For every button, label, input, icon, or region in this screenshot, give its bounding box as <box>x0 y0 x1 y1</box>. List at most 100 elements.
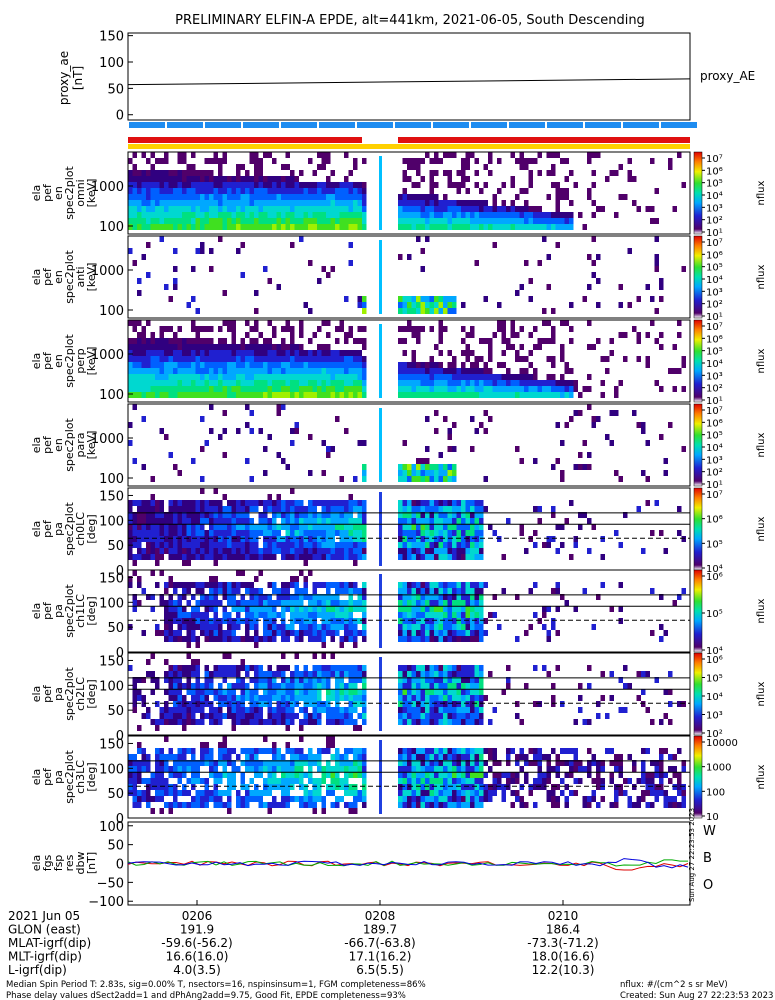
spectrogram-cell <box>488 612 493 618</box>
spectrogram-cell <box>533 326 538 332</box>
spectrogram-cell <box>308 182 313 188</box>
spectrogram-cell <box>438 754 443 760</box>
spectrogram-cell <box>209 618 214 624</box>
spectrogram-cell <box>227 512 232 518</box>
spectrogram-cell <box>344 612 349 618</box>
spectrogram-cell <box>263 392 268 398</box>
spectrogram-cell <box>447 152 452 158</box>
spectrogram-cell <box>128 224 133 230</box>
spectrogram-cell <box>195 338 200 344</box>
spectrogram-cell <box>204 182 209 188</box>
spectrogram-cell <box>470 530 475 536</box>
spectrogram-cell <box>411 224 416 230</box>
spectrogram-cell <box>164 600 169 606</box>
spectrogram-cell <box>362 218 367 224</box>
spectrogram-cell <box>191 606 196 612</box>
spectrogram-cell <box>425 386 430 392</box>
spectrogram-cell <box>677 594 682 600</box>
spectrogram-cell <box>533 542 538 548</box>
spectrogram-cell <box>321 158 326 164</box>
spectrogram-cell <box>411 518 416 524</box>
spectrogram-cell <box>461 212 466 218</box>
spectrogram-cell <box>362 182 367 188</box>
spectrogram-cell <box>461 302 466 308</box>
spectrogram-cell <box>177 386 182 392</box>
spectrogram-cell <box>317 368 322 374</box>
spectrogram-cell <box>258 671 263 677</box>
spectrogram-cell <box>173 766 178 772</box>
spectrogram-cell <box>515 594 520 600</box>
spectrogram-cell <box>438 772 443 778</box>
spectrogram-cell <box>236 500 241 506</box>
spectrogram-cell <box>357 200 362 206</box>
spectrogram-cell <box>204 671 209 677</box>
panel-ylabel-line: ela <box>30 353 43 370</box>
spectrogram-cell <box>362 326 367 332</box>
spectrogram-cell <box>303 760 308 766</box>
spectrogram-cell <box>321 642 326 648</box>
spectrogram-cell <box>263 778 268 784</box>
spectrogram-cell <box>321 152 326 158</box>
spectrogram-cell <box>186 665 191 671</box>
spectrogram-cell <box>483 164 488 170</box>
spectrogram-cell <box>200 618 205 624</box>
spectrogram-cell <box>434 600 439 606</box>
spectrogram-cell <box>456 754 461 760</box>
spectrogram-cell <box>299 748 304 754</box>
spectrogram-cell <box>222 386 227 392</box>
spectrogram-cell <box>402 796 407 802</box>
spectrogram-cell <box>290 170 295 176</box>
spectrogram-cell <box>200 206 205 212</box>
spectrogram-cell <box>470 594 475 600</box>
spectrogram-cell <box>263 344 268 350</box>
spectrogram-cell <box>326 218 331 224</box>
spectrogram-cell <box>456 683 461 689</box>
spectrogram-cell <box>402 554 407 560</box>
spectrogram-cell <box>285 707 290 713</box>
spectrogram-cell <box>510 224 515 230</box>
spectrogram-cell <box>452 582 457 588</box>
spectrogram-cell <box>438 470 443 476</box>
spectrogram-cell <box>159 170 164 176</box>
spectrogram-cell <box>434 500 439 506</box>
spectrogram-cell <box>227 356 232 362</box>
spectrogram-cell <box>326 624 331 630</box>
spectrogram-cell <box>222 380 227 386</box>
spectrogram-cell <box>146 754 151 760</box>
spectrogram-cell <box>330 542 335 548</box>
spectrogram-cell <box>195 612 200 618</box>
spectrogram-cell <box>281 606 286 612</box>
spectrogram-cell <box>186 760 191 766</box>
spectrogram-cell <box>155 554 160 560</box>
spectrogram-cell <box>267 152 272 158</box>
spectrogram-cell <box>204 677 209 683</box>
spectrogram-cell <box>227 748 232 754</box>
spectrogram-cell <box>434 380 439 386</box>
spectrogram-cell <box>483 218 488 224</box>
spectrogram-cell <box>438 630 443 636</box>
spectrogram-cell <box>411 542 416 548</box>
spectrogram-cell <box>200 350 205 356</box>
spectrogram-cell <box>204 356 209 362</box>
spectrogram-cell <box>326 332 331 338</box>
spectrogram-cell <box>245 212 250 218</box>
spectrogram-cell <box>618 332 623 338</box>
spectrogram-cell <box>429 158 434 164</box>
spectrogram-cell <box>312 548 317 554</box>
spectrogram-cell <box>146 778 151 784</box>
spectrogram-cell <box>141 350 146 356</box>
spectrogram-cell <box>560 212 565 218</box>
spectrogram-cell <box>357 671 362 677</box>
spectrogram-cell <box>200 224 205 230</box>
spectrogram-cell <box>168 624 173 630</box>
spectrogram-cell <box>420 374 425 380</box>
spectrogram-cell <box>209 548 214 554</box>
spectrogram-cell <box>204 778 209 784</box>
spectrogram-cell <box>515 374 520 380</box>
spectrogram-cell <box>173 760 178 766</box>
spectrogram-cell <box>348 701 353 707</box>
spectrogram-cell <box>461 176 466 182</box>
spectrogram-cell <box>290 536 295 542</box>
spectrogram-cell <box>470 606 475 612</box>
spectrogram-cell <box>186 374 191 380</box>
